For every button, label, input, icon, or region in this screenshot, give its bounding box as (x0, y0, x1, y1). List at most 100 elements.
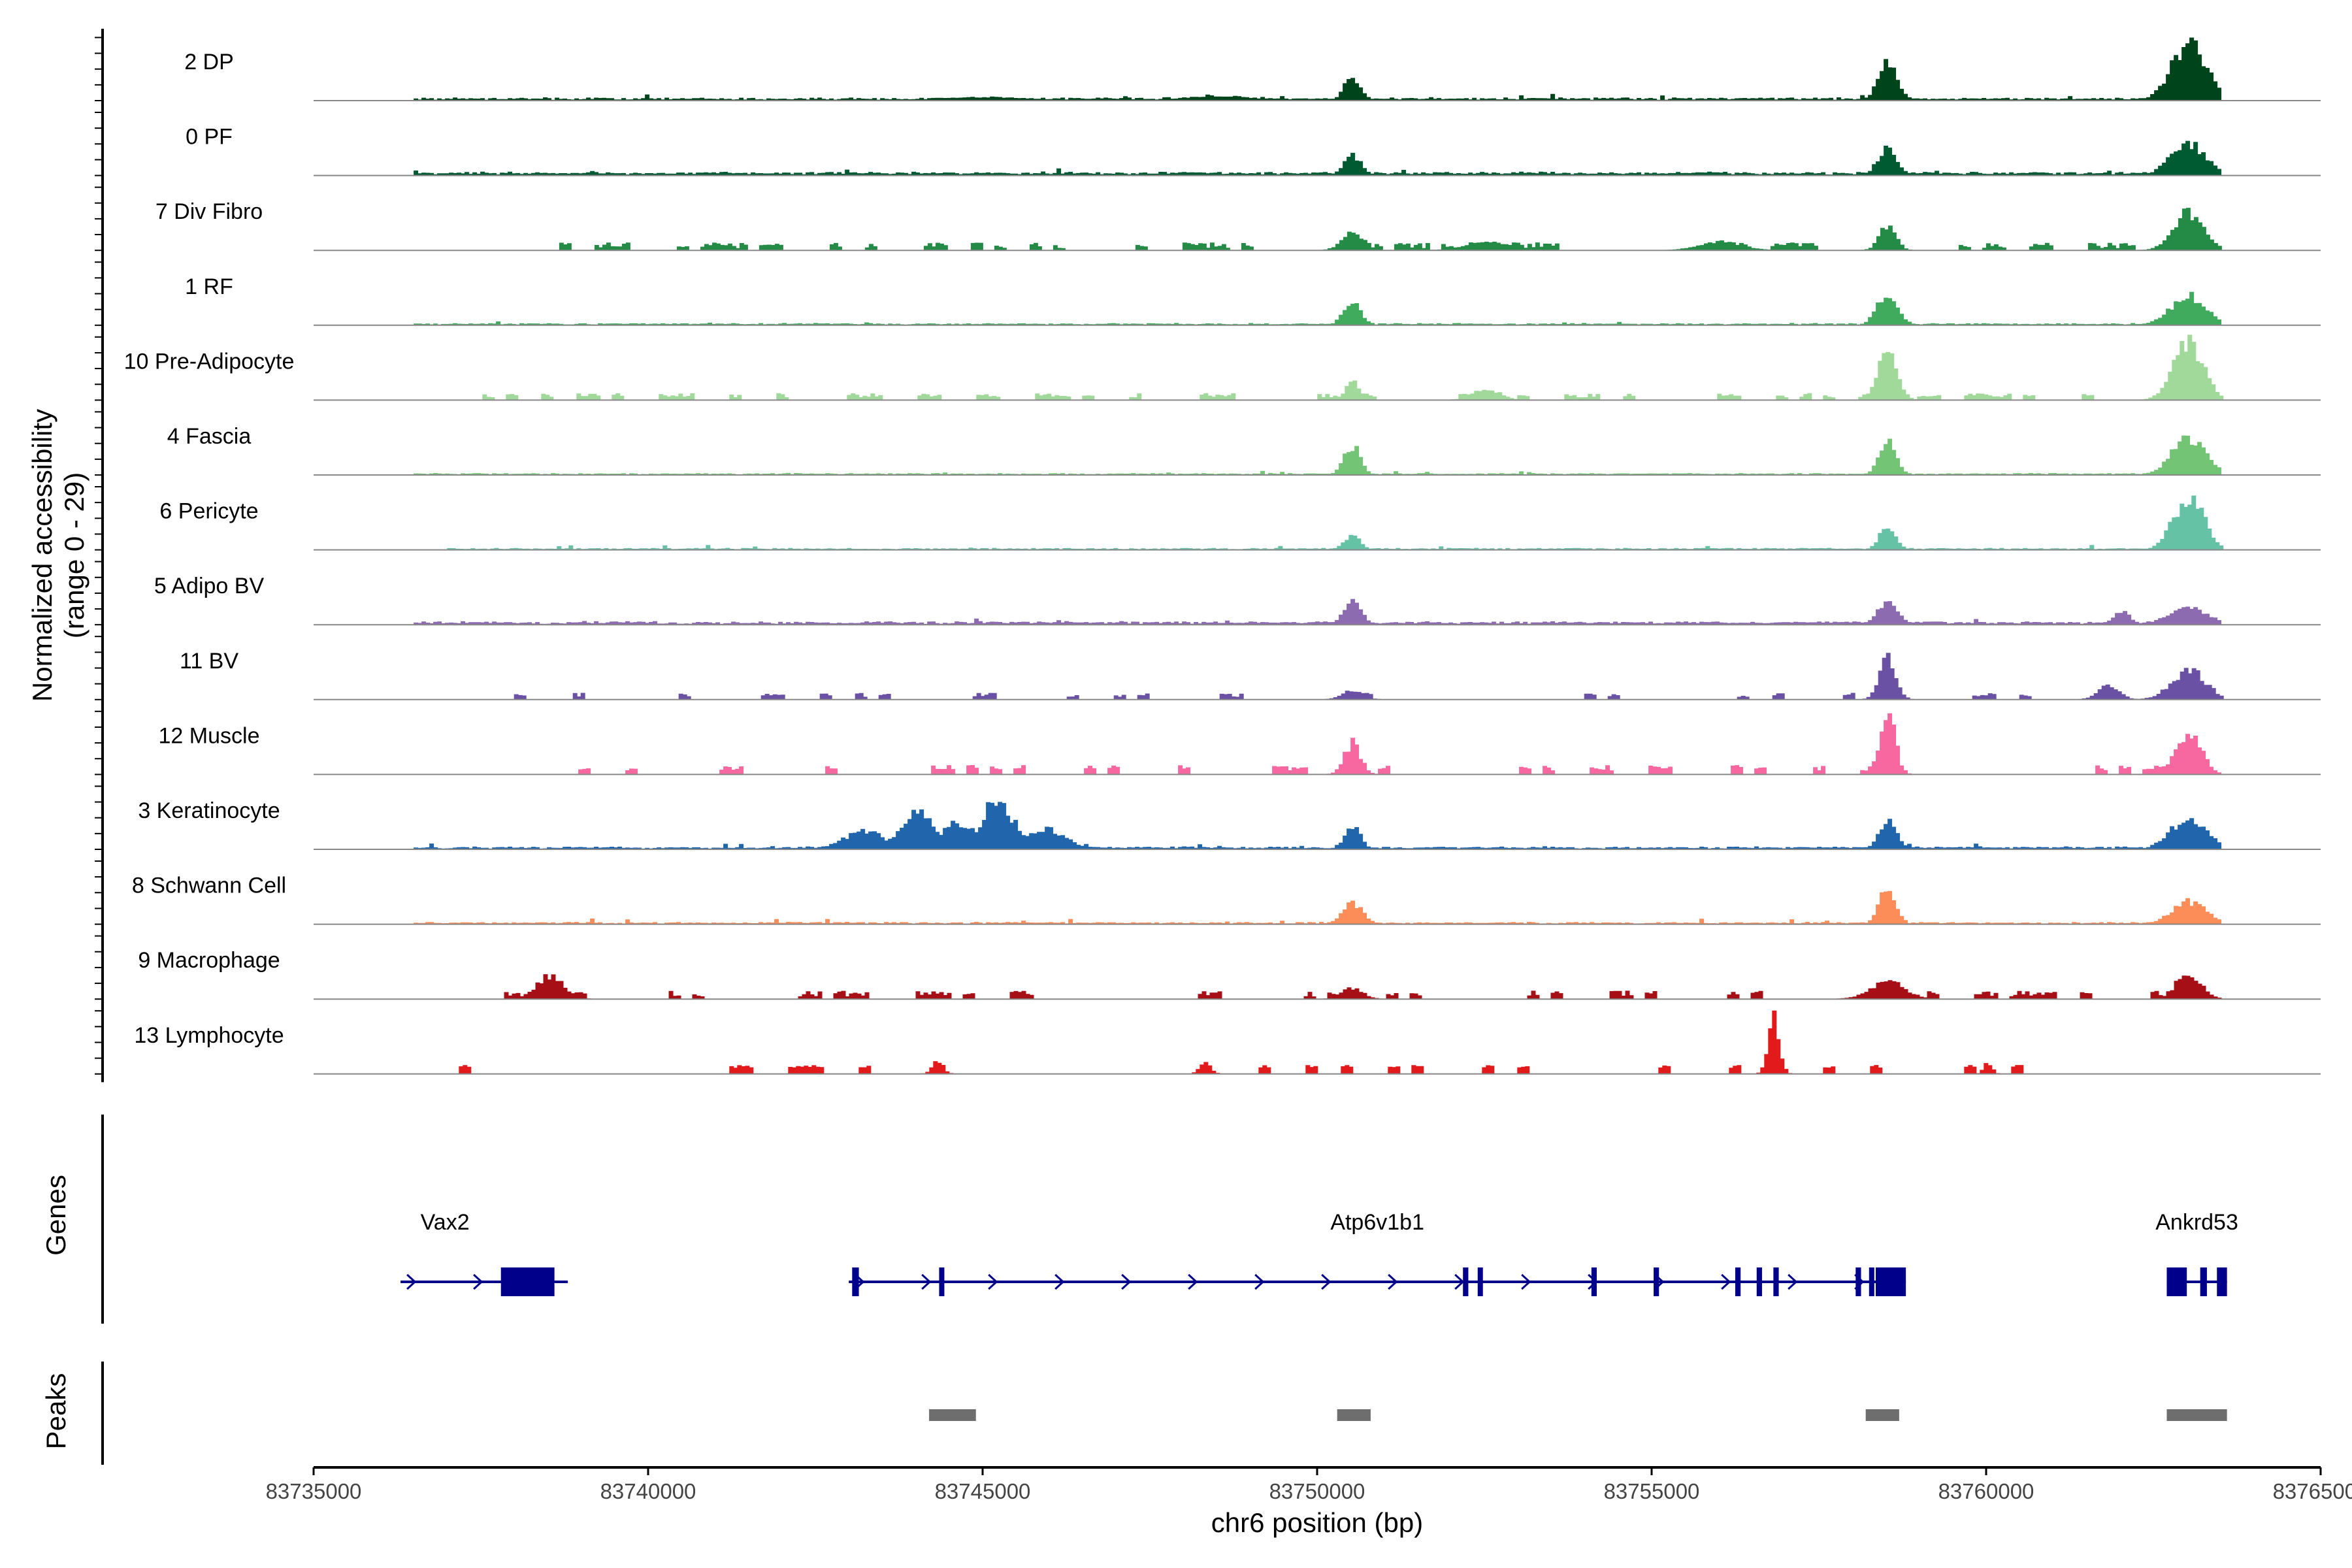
gene-exon (1463, 1267, 1469, 1296)
track-label: 9 Macrophage (138, 948, 280, 973)
gene-exon (1876, 1267, 1906, 1296)
x-axis-title: chr6 position (bp) (1211, 1507, 1424, 1538)
track-signal (447, 495, 2224, 551)
strand-arrow-icon (1321, 1273, 1331, 1290)
track-label: 10 Pre-Adipocyte (124, 349, 295, 374)
strand-arrow-icon (1521, 1273, 1531, 1290)
track-label: 3 Keratinocyte (138, 798, 280, 823)
track-signal (414, 713, 2222, 775)
gene-exon (500, 1267, 555, 1296)
track-label: 6 Pericyte (159, 499, 258, 524)
genes-panel-label: Genes (41, 1175, 71, 1256)
x-tick-label: 83755000 (1604, 1479, 1700, 1503)
track-9-macrophage: 9 Macrophage (138, 948, 2321, 1000)
peak-region (1337, 1409, 1371, 1421)
strand-arrow-icon (1788, 1273, 1798, 1290)
peaks-panel-label: Peaks (41, 1373, 71, 1450)
x-tick-label: 83745000 (935, 1479, 1031, 1503)
gene-exon (2200, 1267, 2207, 1296)
strand-arrow-icon (1121, 1273, 1132, 1290)
track-4-fascia: 4 Fascia (167, 424, 2321, 476)
gene-exon (1654, 1267, 1659, 1296)
track-1-rf: 1 RF (185, 274, 2321, 326)
track-signal (414, 802, 2222, 850)
x-tick-label: 83750000 (1269, 1479, 1365, 1503)
y-axis (95, 29, 104, 1083)
peak-region (2166, 1409, 2227, 1421)
gene-exon (1735, 1267, 1741, 1296)
track-8-schwann-cell: 8 Schwann Cell (132, 874, 2321, 925)
peaks-panel (101, 1362, 2227, 1465)
gene-label: Vax2 (421, 1210, 470, 1235)
gene-atp6v1b1: Atp6v1b1 (849, 1210, 1906, 1296)
track-signal (447, 1010, 2157, 1075)
x-tick-label: 83760000 (1938, 1479, 2034, 1503)
track-5-adipo-bv: 5 Adipo BV (154, 574, 2321, 626)
y-axis-title-line1: Normalized accessibility (27, 409, 57, 702)
track-signal (414, 598, 2222, 625)
track-13-lymphocyte: 13 Lymphocyte (134, 1010, 2321, 1075)
track-signal (414, 37, 2222, 101)
track-label: 12 Muscle (159, 723, 260, 748)
track-signal (414, 140, 2222, 176)
track-label: 7 Div Fibro (155, 199, 263, 224)
gene-exon (1756, 1267, 1762, 1296)
track-label: 1 RF (185, 274, 233, 299)
gene-exon (1591, 1267, 1597, 1296)
x-tick-label: 83765000 (2273, 1479, 2352, 1503)
gene-ankrd53: Ankrd53 (2155, 1210, 2238, 1296)
track-0-pf: 0 PF (186, 125, 2321, 176)
track-7-div-fibro: 7 Div Fibro (155, 199, 2321, 252)
track-signal (447, 335, 2224, 400)
strand-arrow-icon (406, 1273, 417, 1290)
strand-arrow-icon (1454, 1273, 1465, 1290)
track-2-dp: 2 DP (184, 37, 2321, 101)
gene-exon (1773, 1267, 1779, 1296)
gene-exon (2217, 1267, 2227, 1296)
track-label: 13 Lymphocyte (134, 1023, 284, 1048)
strand-arrow-icon (1188, 1273, 1198, 1290)
x-tick-label: 83740000 (600, 1479, 696, 1503)
gene-label: Ankrd53 (2155, 1210, 2238, 1235)
strand-arrow-icon (1054, 1273, 1065, 1290)
track-12-muscle: 12 Muscle (159, 713, 2321, 776)
track-signal (481, 974, 2222, 1000)
gene-exon (1855, 1267, 1861, 1296)
x-tick-label: 83735000 (266, 1479, 362, 1503)
gene-exon (939, 1267, 945, 1296)
track-label: 0 PF (186, 125, 233, 150)
gene-vax2: Vax2 (400, 1210, 568, 1296)
strand-arrow-icon (1254, 1273, 1265, 1290)
track-label: 4 Fascia (167, 424, 252, 449)
track-label: 11 BV (180, 649, 238, 674)
track-label: 8 Schwann Cell (132, 874, 286, 898)
track-label: 2 DP (184, 50, 234, 74)
genes-panel: Vax2 Atp6v1b1 Ankrd53 (101, 1115, 2238, 1324)
strand-arrow-icon (921, 1273, 932, 1290)
track-signal (547, 208, 2222, 251)
strand-arrow-icon (1721, 1273, 1731, 1290)
y-axis-title-line2: (range 0 - 29) (59, 472, 90, 638)
x-axis: 83735000 83740000 83745000 83750000 83755000… (266, 1466, 2352, 1503)
track-signal (414, 291, 2222, 326)
peak-region (929, 1409, 976, 1421)
gene-exon (852, 1267, 859, 1296)
track-label: 5 Adipo BV (154, 574, 265, 598)
gene-exon (2166, 1267, 2187, 1296)
track-6-pericyte: 6 Pericyte (159, 495, 2321, 551)
peak-region (1865, 1409, 1899, 1421)
accessibility-tracks: 2 DP 0 PF 7 Div Fibro 1 RF 10 Pre-Adipocyte 4… (124, 37, 2321, 1075)
gene-exon (1869, 1267, 1874, 1296)
track-signal (414, 435, 2222, 476)
track-11-bv: 11 BV (180, 649, 2321, 700)
gene-exon (1477, 1267, 1483, 1296)
strand-arrow-icon (988, 1273, 998, 1290)
gene-label: Atp6v1b1 (1330, 1210, 1424, 1235)
track-signal (514, 653, 2224, 700)
track-signal (414, 890, 2222, 925)
track-10-pre-adipocyte: 10 Pre-Adipocyte (124, 335, 2321, 401)
strand-arrow-icon (1388, 1273, 1398, 1290)
strand-arrow-icon (473, 1273, 483, 1290)
track-3-keratinocyte: 3 Keratinocyte (138, 798, 2321, 850)
